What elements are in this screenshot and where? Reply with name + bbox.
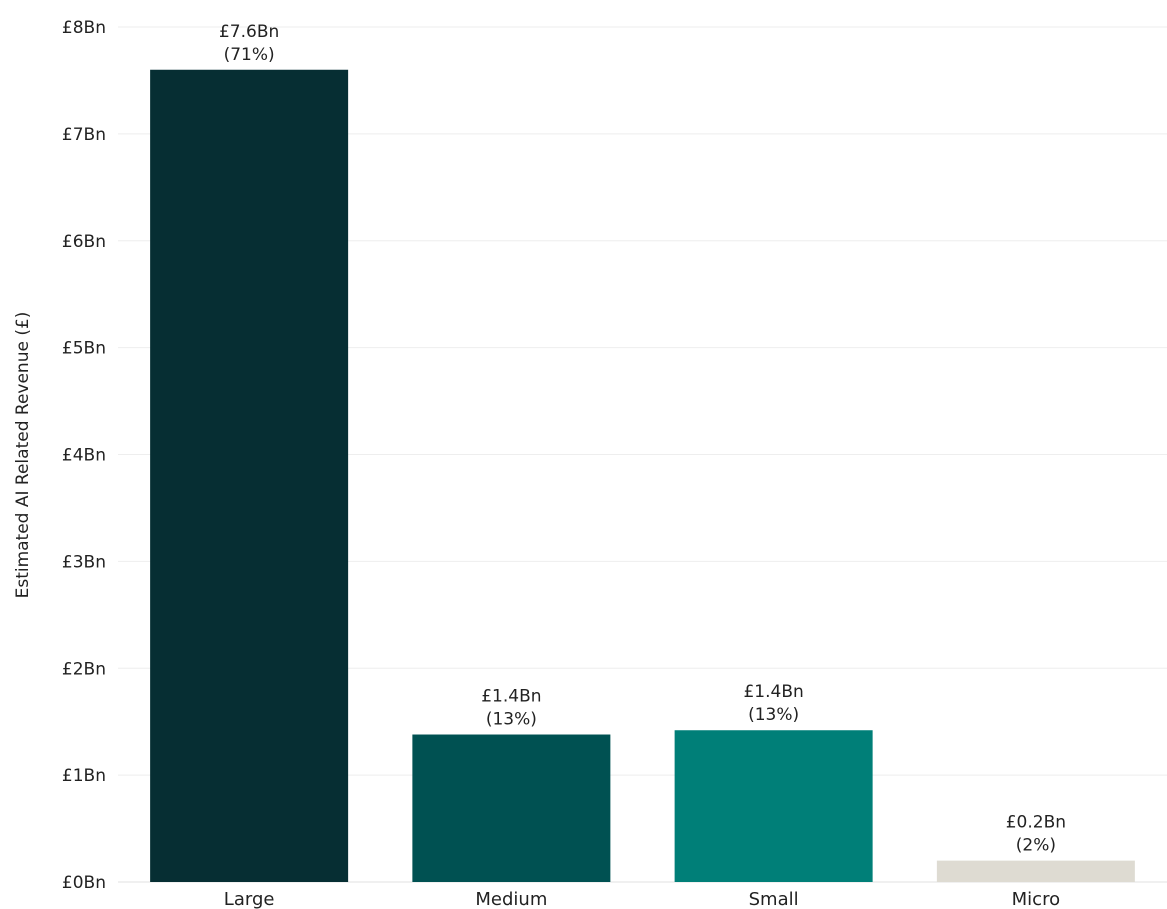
- percent-label: (2%): [1016, 836, 1056, 856]
- value-label: £1.4Bn: [481, 687, 541, 707]
- value-label: £7.6Bn: [219, 22, 279, 42]
- bar-large: [150, 69, 349, 882]
- x-tick-label: Small: [749, 889, 799, 909]
- y-tick-label: £3Bn: [62, 552, 106, 572]
- y-axis-ticks: £0Bn £1Bn £2Bn £3Bn £4Bn £5Bn £6Bn £7Bn £8Bn: [62, 18, 106, 893]
- x-tick-label: Micro: [1012, 889, 1060, 909]
- percent-label: (71%): [224, 45, 275, 65]
- y-tick-label: £6Bn: [62, 232, 106, 252]
- y-tick-label: £7Bn: [62, 125, 106, 145]
- bar-medium: [412, 734, 611, 882]
- y-tick-label: £2Bn: [62, 659, 106, 679]
- y-tick-label: £1Bn: [62, 766, 106, 786]
- y-tick-label: £4Bn: [62, 446, 106, 466]
- value-label: £0.2Bn: [1006, 813, 1066, 833]
- value-label: £1.4Bn: [743, 682, 803, 702]
- y-tick-label: £8Bn: [62, 18, 106, 38]
- y-tick-label: £0Bn: [62, 873, 106, 893]
- bar-micro: [936, 860, 1135, 882]
- percent-label: (13%): [486, 710, 537, 730]
- data-labels: £7.6Bn (71%) £1.4Bn (13%) £1.4Bn (13%) £0.2Bn (…: [219, 22, 1066, 856]
- x-tick-label: Medium: [475, 889, 547, 909]
- bars: [150, 69, 1135, 882]
- x-tick-label: Large: [224, 889, 275, 909]
- y-tick-label: £5Bn: [62, 339, 106, 359]
- y-axis-title: Estimated AI Related Revenue (£): [13, 312, 33, 599]
- bar-small: [674, 730, 873, 882]
- x-axis-ticks: Large Medium Small Micro: [224, 889, 1060, 909]
- percent-label: (13%): [748, 705, 799, 725]
